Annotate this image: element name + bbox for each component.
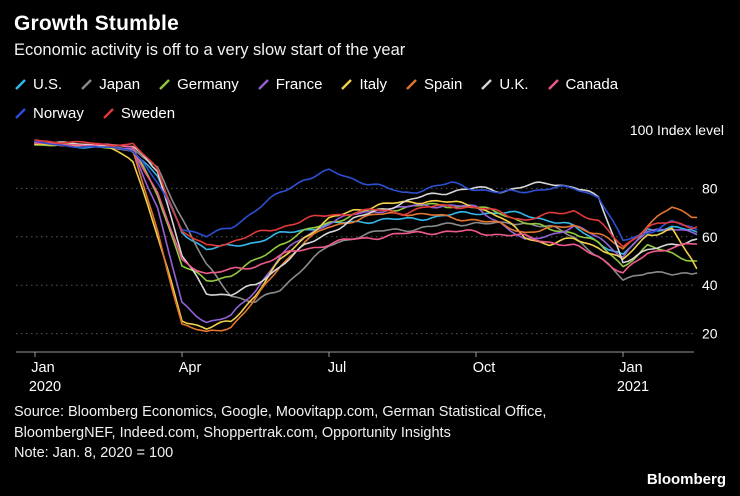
page-title: Growth Stumble — [14, 12, 179, 35]
legend-swatch-icon — [341, 79, 353, 90]
legend-label: U.K. — [499, 76, 529, 93]
legend-item-canada: Canada — [547, 76, 619, 93]
chart-legend: U.S. Japan Germany France Italy Spain U.K. Cana… — [14, 76, 726, 122]
base-note: Note: Jan. 8, 2020 = 100 — [14, 445, 174, 462]
y-tick-label: 20 — [702, 326, 718, 342]
page-subtitle: Economic activity is off to a very slow … — [14, 41, 406, 59]
bloomberg-logo: Bloomberg — [646, 471, 726, 488]
legend-item-italy: Italy — [340, 76, 387, 93]
legend-swatch-icon — [15, 108, 26, 119]
legend-item-sweden: Sweden — [102, 105, 175, 122]
x-tick-label: Apr — [179, 360, 202, 376]
legend-item-uk: U.K. — [480, 76, 529, 93]
legend-label: Sweden — [120, 105, 176, 122]
series-line-us — [34, 143, 698, 255]
y-axis-title: 100 Index level — [630, 124, 724, 138]
series-line-sweden — [34, 139, 698, 248]
series-line-norway — [34, 140, 698, 242]
series-line-spain — [34, 141, 698, 333]
legend-item-norway: Norway — [14, 105, 84, 122]
legend-label: Canada — [565, 76, 619, 93]
gridlines: 20 40 60 80 — [16, 180, 718, 342]
legend-item-france: France — [257, 76, 323, 93]
x-tick-year-label: 2020 — [29, 379, 61, 395]
x-tick-year-label: 2021 — [617, 379, 649, 395]
legend-item-germany: Germany — [158, 76, 239, 93]
legend-swatch-icon — [103, 108, 114, 119]
x-tick-label: Oct — [473, 360, 496, 376]
legend-label: Norway — [33, 105, 84, 122]
x-tick-label: Jan — [31, 360, 54, 376]
series-line-canada — [34, 142, 698, 275]
x-tick-label: Jul — [328, 360, 347, 376]
legend-label: Spain — [423, 76, 463, 93]
y-tick-label: 60 — [702, 229, 718, 245]
x-ticks: Jan 2020 Apr Jul Oct Jan 2021 — [29, 352, 649, 395]
legend-label: U.S. — [33, 76, 63, 93]
legend-label: Japan — [99, 76, 141, 93]
chart-footer: Source: Bloomberg Economics, Google, Moo… — [14, 402, 726, 464]
legend-swatch-icon — [81, 79, 93, 90]
legend-item-spain: Spain — [405, 76, 462, 93]
source-note: Source: Bloomberg Economics, Google, Moo… — [14, 404, 547, 441]
legend-item-japan: Japan — [80, 76, 140, 93]
legend-label: Germany — [177, 76, 239, 93]
legend-swatch-icon — [406, 79, 417, 90]
legend-item-us: U.S. — [14, 76, 62, 93]
legend-swatch-icon — [15, 79, 26, 90]
line-chart: 20 40 60 80 100 Index level Jan 2020 Apr Jul Oct J… — [14, 124, 726, 396]
legend-swatch-icon — [547, 79, 559, 90]
series-line-japan — [34, 141, 698, 303]
legend-swatch-icon — [159, 79, 170, 90]
series-line-uk — [34, 141, 698, 297]
legend-label: France — [275, 76, 323, 93]
x-tick-label: Jan — [619, 360, 642, 376]
y-tick-label: 40 — [702, 277, 718, 293]
legend-swatch-icon — [257, 79, 269, 90]
legend-swatch-icon — [481, 79, 493, 90]
legend-label: Italy — [359, 76, 387, 93]
y-tick-label: 80 — [702, 180, 718, 196]
